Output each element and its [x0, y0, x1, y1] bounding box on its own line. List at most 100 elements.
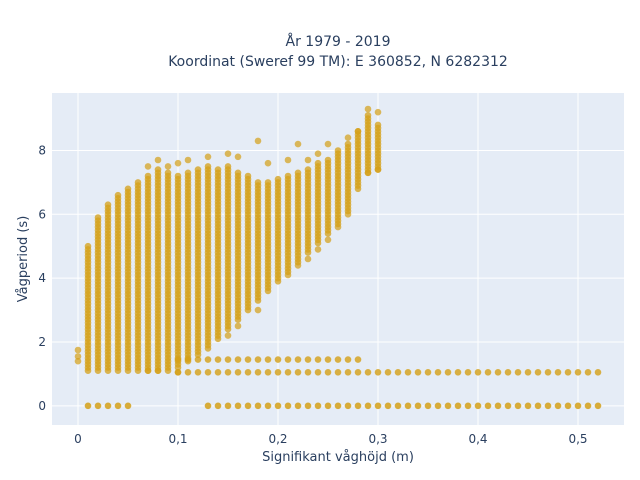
data-point [114, 402, 122, 410]
data-point [284, 356, 292, 363]
data-point [154, 156, 162, 164]
data-point [304, 369, 312, 376]
data-point [264, 159, 272, 167]
y-axis-title: Vågperiod (s) [16, 216, 31, 303]
data-point [74, 353, 82, 360]
data-point [344, 211, 352, 218]
data-point [204, 369, 212, 376]
data-point [374, 369, 382, 376]
data-point [274, 356, 282, 363]
data-point [264, 402, 272, 410]
data-point [344, 140, 352, 148]
data-point [124, 402, 132, 410]
data-point [524, 402, 532, 410]
data-point [364, 169, 372, 177]
data-point [154, 367, 162, 375]
data-point [114, 191, 122, 199]
data-point [364, 112, 372, 119]
data-point [444, 402, 452, 410]
data-point [464, 402, 472, 410]
data-point [224, 369, 232, 376]
data-point [314, 402, 322, 410]
data-point [314, 369, 322, 376]
data-point [444, 369, 452, 376]
data-point [184, 169, 192, 177]
data-point [334, 147, 342, 154]
data-point [264, 179, 272, 186]
data-point [224, 163, 232, 170]
data-point [284, 172, 292, 180]
x-tick-labels: 0 0,1 0,2 0,3 0,4 0,5 [74, 432, 587, 446]
y-tick-labels: 0 2 4 6 8 [38, 143, 46, 412]
data-point [334, 356, 342, 363]
data-point [244, 172, 252, 180]
data-point [294, 369, 302, 376]
data-point [274, 402, 282, 410]
data-point [484, 402, 492, 410]
data-point [154, 166, 162, 173]
data-point [354, 369, 362, 376]
data-point [544, 369, 552, 376]
data-point [264, 369, 272, 376]
data-point [324, 156, 332, 164]
y-tick-label: 6 [38, 207, 46, 221]
data-point [74, 346, 82, 354]
data-point [94, 402, 102, 410]
data-point [234, 356, 242, 363]
data-point [324, 369, 332, 376]
data-point [184, 356, 192, 363]
data-point [304, 402, 312, 410]
data-points [74, 105, 602, 410]
data-point [174, 159, 182, 167]
data-point [574, 369, 582, 376]
data-point [264, 356, 272, 363]
data-point [174, 172, 182, 180]
data-point [594, 369, 602, 376]
data-point [124, 185, 132, 193]
data-point [324, 356, 332, 363]
data-point [294, 169, 302, 177]
data-point [334, 223, 342, 231]
data-point [324, 402, 332, 410]
data-point [554, 402, 562, 410]
data-point [214, 166, 222, 173]
data-point [434, 402, 442, 410]
data-point [284, 369, 292, 376]
data-point [134, 179, 142, 186]
data-point [224, 402, 232, 410]
data-point [354, 402, 362, 410]
data-point [284, 271, 292, 279]
data-point [504, 402, 512, 410]
data-point [144, 163, 152, 170]
data-point [144, 367, 152, 375]
data-point [534, 402, 542, 410]
data-point [94, 214, 102, 221]
data-point [584, 369, 592, 376]
data-point [454, 369, 462, 376]
data-point [254, 179, 262, 186]
data-point [294, 262, 302, 269]
data-point [424, 402, 432, 410]
data-point [314, 159, 322, 167]
data-point [234, 169, 242, 177]
data-point [284, 402, 292, 410]
data-point [594, 402, 602, 410]
data-point [344, 134, 352, 141]
data-point [494, 402, 502, 410]
data-point [314, 246, 322, 253]
chart-title-line2: Koordinat (Sweref 99 TM): E 360852, N 62… [168, 54, 508, 70]
data-point [294, 140, 302, 148]
data-point [364, 105, 372, 113]
data-point [84, 242, 92, 250]
data-point [164, 169, 172, 177]
x-axis-title: Signifikant våghöjd (m) [262, 450, 414, 465]
y-tick-label: 4 [38, 271, 46, 285]
data-point [194, 166, 202, 173]
data-point [354, 356, 362, 363]
data-point [164, 163, 172, 170]
data-point [374, 121, 382, 129]
data-point [574, 402, 582, 410]
data-point [474, 369, 482, 376]
data-point [434, 369, 442, 376]
